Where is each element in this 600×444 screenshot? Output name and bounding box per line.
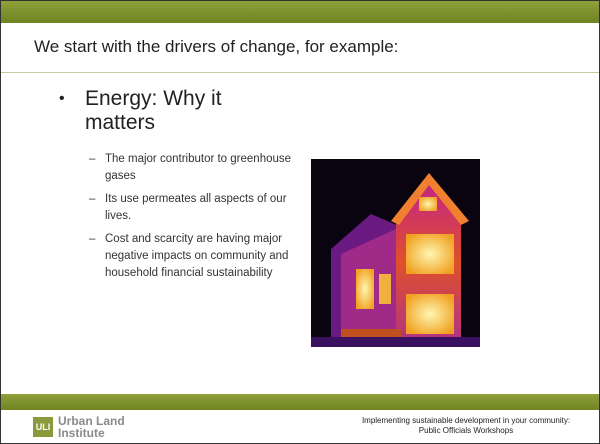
thermal-house-image — [311, 159, 480, 347]
sub-bullet: The major contributor to greenhouse gase… — [89, 151, 294, 185]
logo-mark: ULI — [33, 417, 53, 437]
logo: ULI Urban Land Institute — [33, 415, 125, 439]
bullet-text: Energy: Why it matters — [85, 87, 273, 135]
slide-title: We start with the drivers of change, for… — [34, 37, 398, 57]
caption-line: Implementing sustainable development in … — [341, 416, 591, 426]
logo-line: Institute — [58, 427, 125, 439]
bottom-bar — [1, 394, 599, 410]
footer-caption: Implementing sustainable development in … — [341, 416, 591, 436]
bullet-dot: • — [59, 87, 65, 111]
sub-bullets: The major contributor to greenhouse gase… — [89, 151, 294, 288]
title-rule — [1, 72, 599, 73]
logo-text: Urban Land Institute — [58, 415, 125, 439]
sub-bullet: Its use permeates all aspects of our liv… — [89, 191, 294, 225]
sub-bullet: Cost and scarcity are having major negat… — [89, 231, 294, 282]
top-bar — [1, 1, 599, 23]
slide: We start with the drivers of change, for… — [0, 0, 600, 444]
bullet: • Energy: Why it matters — [63, 87, 273, 135]
caption-line: Public Officials Workshops — [341, 426, 591, 436]
